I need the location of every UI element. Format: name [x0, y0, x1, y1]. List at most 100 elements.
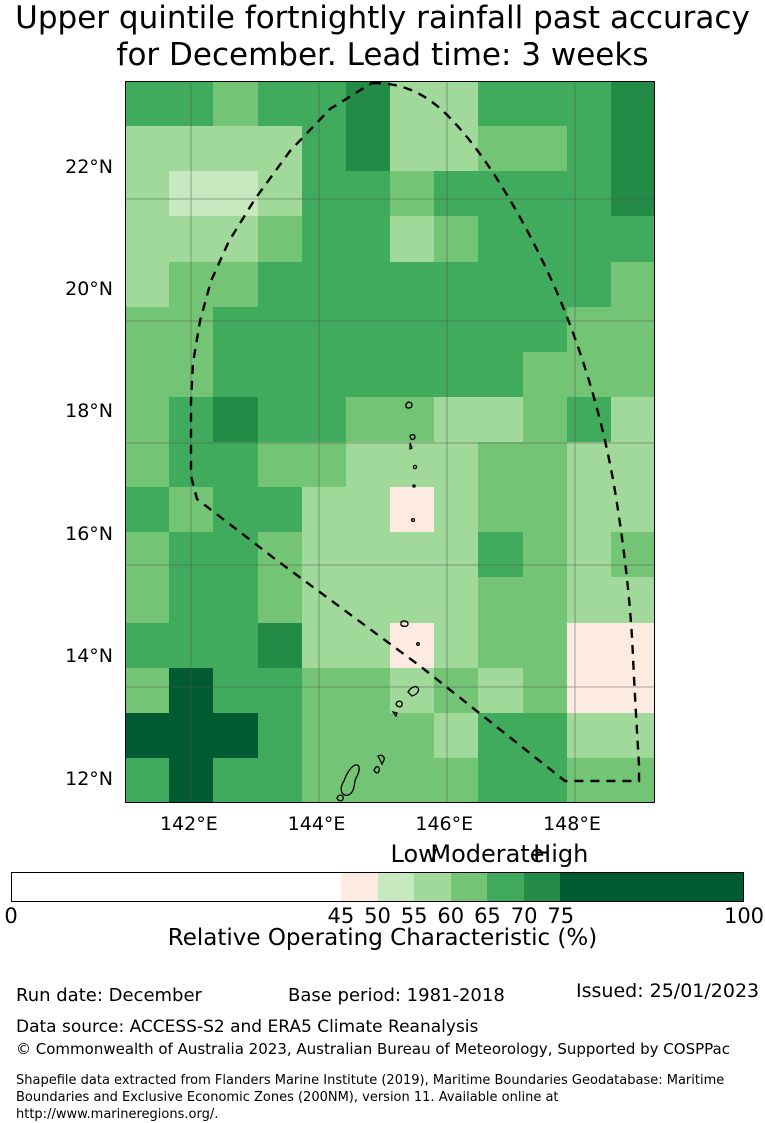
colorbar-swatch	[340, 873, 378, 901]
heatmap-cell	[434, 532, 479, 578]
heatmap-cell	[434, 81, 479, 127]
heatmap-cell	[345, 712, 390, 758]
heatmap-cell	[434, 442, 479, 488]
heatmap-cell	[301, 667, 346, 713]
colorbar-swatch	[523, 873, 561, 901]
colorbar-tick-label: 100	[723, 904, 765, 928]
run-date-text: Run date: December	[16, 985, 202, 1006]
heatmap-cell	[434, 216, 479, 262]
heatmap-cell	[566, 622, 611, 668]
heatmap-cell	[213, 442, 258, 488]
heatmap-cell	[257, 622, 302, 668]
heatmap-cell	[522, 126, 567, 172]
heatmap-cell	[522, 667, 567, 713]
heatmap-cell	[610, 126, 655, 172]
colorbar-swatch	[487, 873, 524, 901]
heatmap-cell	[257, 261, 302, 307]
heatmap-cell	[566, 442, 611, 488]
heatmap-cell	[301, 622, 346, 668]
heatmap-cell	[257, 487, 302, 533]
heatmap-cell	[610, 577, 655, 623]
colorbar-swatches	[11, 872, 744, 902]
heatmap-cell	[301, 261, 346, 307]
base-period-text: Base period: 1981-2018	[288, 985, 505, 1006]
colorbar-tick-label: 55	[400, 904, 428, 928]
latitude-tick-label: 18°N	[65, 400, 113, 423]
heatmap-cell	[125, 351, 170, 397]
colorbar-axis-label: Relative Operating Characteristic (%)	[167, 925, 598, 951]
heatmap-cell	[301, 351, 346, 397]
heatmap-cell	[125, 442, 170, 488]
heatmap-cell	[610, 171, 655, 217]
map-overlay	[125, 81, 655, 803]
heatmap-cell	[213, 532, 258, 578]
heatmap-cell	[390, 126, 435, 172]
heatmap-cell	[345, 306, 390, 352]
heatmap-cell	[566, 261, 611, 307]
heatmap-cell	[125, 667, 170, 713]
heatmap-cell	[390, 532, 435, 578]
colorbar-swatch	[450, 873, 488, 901]
colorbar-tick-label: 50	[364, 904, 391, 928]
heatmap-cell	[522, 171, 567, 217]
heatmap-cell	[213, 622, 258, 668]
heatmap-cell	[522, 577, 567, 623]
heatmap-cell	[478, 622, 523, 668]
heatmap-cell	[434, 487, 479, 533]
heatmap-cell	[125, 577, 170, 623]
island-outlines	[336, 401, 420, 802]
heatmap-cell	[345, 396, 390, 442]
heatmap-cell	[566, 487, 611, 533]
heatmap-cell	[478, 442, 523, 488]
heatmap-cell	[434, 667, 479, 713]
heatmap-cell	[610, 306, 655, 352]
heatmap-cell	[478, 757, 523, 803]
heatmap-cell	[390, 712, 435, 758]
heatmap-cell	[213, 712, 258, 758]
heatmap-cell	[390, 577, 435, 623]
title-line-2: for December. Lead time: 3 weeks	[116, 37, 649, 73]
heatmap-cell	[434, 712, 479, 758]
heatmap-cell	[213, 667, 258, 713]
heatmap-cell	[478, 216, 523, 262]
heatmap-cell	[610, 216, 655, 262]
heatmap-cell	[345, 81, 390, 127]
heatmap-cell	[345, 442, 390, 488]
heatmap-cell	[566, 667, 611, 713]
colorbar-category-label: Low	[390, 840, 438, 868]
longitude-tick-label: 146°E	[415, 813, 474, 835]
heatmap-cell	[610, 351, 655, 397]
heatmap-cell	[257, 757, 302, 803]
heatmap-cell	[345, 667, 390, 713]
heatmap-cell	[566, 81, 611, 127]
heatmap-cell	[522, 622, 567, 668]
heatmap-cell	[566, 532, 611, 578]
heatmap-cell	[257, 712, 302, 758]
colorbar-tick-label: 45	[327, 904, 355, 928]
heatmap-cell	[610, 757, 655, 803]
colorbar	[11, 872, 744, 902]
heatmap-cell	[257, 442, 302, 488]
heatmap-cell	[566, 577, 611, 623]
map-gridlines	[125, 81, 655, 803]
heatmap-cell	[125, 532, 170, 578]
heatmap-cell	[301, 126, 346, 172]
latitude-tick-label: 20°N	[65, 278, 113, 301]
heatmap-cell	[213, 306, 258, 352]
colorbar-swatch	[414, 873, 451, 901]
heatmap-cell	[478, 532, 523, 578]
heatmap-cell	[257, 306, 302, 352]
heatmap-cell	[257, 351, 302, 397]
heatmap-cell	[345, 126, 390, 172]
heatmap-cell	[390, 442, 435, 488]
heatmap-cell	[257, 396, 302, 442]
heatmap-cell	[434, 171, 479, 217]
colorbar-swatch	[377, 873, 415, 901]
heatmap-cell	[345, 622, 390, 668]
heatmap-cell	[213, 351, 258, 397]
heatmap-cell	[125, 487, 170, 533]
shapefile-attribution: Shapefile data extracted from Flanders M…	[16, 1072, 761, 1123]
heatmap-cell	[522, 712, 567, 758]
heatmap-cell	[257, 532, 302, 578]
heatmap-cell	[522, 216, 567, 262]
